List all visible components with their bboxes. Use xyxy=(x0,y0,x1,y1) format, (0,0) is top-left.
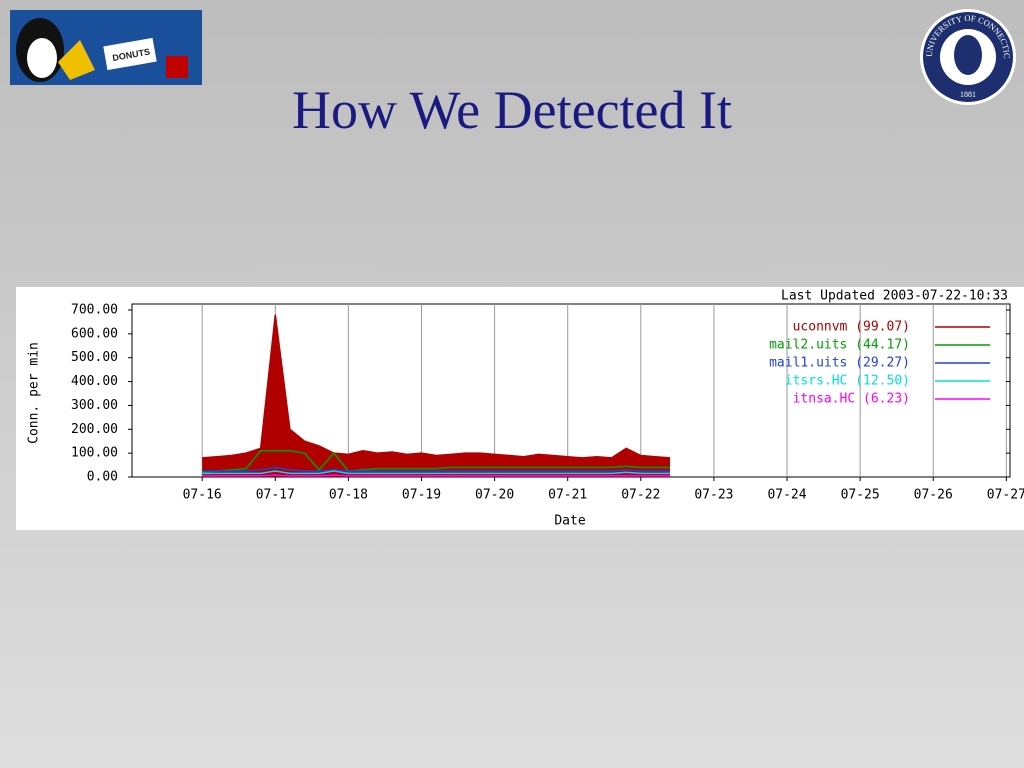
x-tick-label: 07-23 xyxy=(694,488,733,503)
x-tick-label: 07-17 xyxy=(256,488,295,503)
series-line xyxy=(202,470,671,475)
series-line xyxy=(202,466,671,472)
y-tick-label: 100.00 xyxy=(71,446,118,461)
x-tick-label: 07-24 xyxy=(767,488,806,503)
x-axis-label: Date xyxy=(554,514,585,529)
x-tick-label: 07-20 xyxy=(475,488,514,503)
y-tick-label: 600.00 xyxy=(71,326,118,341)
x-tick-label: 07-26 xyxy=(914,488,953,503)
legend-label: itnsa.HC (6.23) xyxy=(793,392,910,407)
slide-title: How We Detected It xyxy=(292,80,732,140)
legend-label: mail2.uits (44.17) xyxy=(769,338,910,353)
x-tick-label: 07-18 xyxy=(329,488,368,503)
x-tick-label: 07-27 xyxy=(987,488,1024,503)
x-tick-label: 07-16 xyxy=(183,488,222,503)
y-tick-label: 200.00 xyxy=(71,422,118,437)
y-tick-label: 0.00 xyxy=(87,470,118,485)
x-tick-label: 07-21 xyxy=(548,488,587,503)
logo-year: 1881 xyxy=(960,90,976,99)
x-tick-label: 07-22 xyxy=(621,488,660,503)
chart-background xyxy=(16,287,1024,530)
y-tick-label: 700.00 xyxy=(71,303,118,318)
logo-left: DONUTS xyxy=(10,10,202,85)
legend-label: mail1.uits (29.27) xyxy=(769,356,910,371)
y-axis-label: Conn. per min xyxy=(27,342,42,444)
series-line xyxy=(202,450,671,473)
series-line xyxy=(202,474,671,477)
annotation: Last Updated 2003-07-22-10:33 xyxy=(781,289,1008,304)
area-fill xyxy=(202,314,671,477)
x-tick-label: 07-19 xyxy=(402,488,441,503)
legend-label: uconnvm (99.07) xyxy=(793,320,910,335)
legend-label: itsrs.HC (12.50) xyxy=(785,374,910,389)
y-tick-label: 400.00 xyxy=(71,374,118,389)
x-tick-label: 07-25 xyxy=(841,488,880,503)
series-line xyxy=(202,314,671,459)
y-tick-label: 500.00 xyxy=(71,350,118,365)
y-tick-label: 300.00 xyxy=(71,398,118,413)
